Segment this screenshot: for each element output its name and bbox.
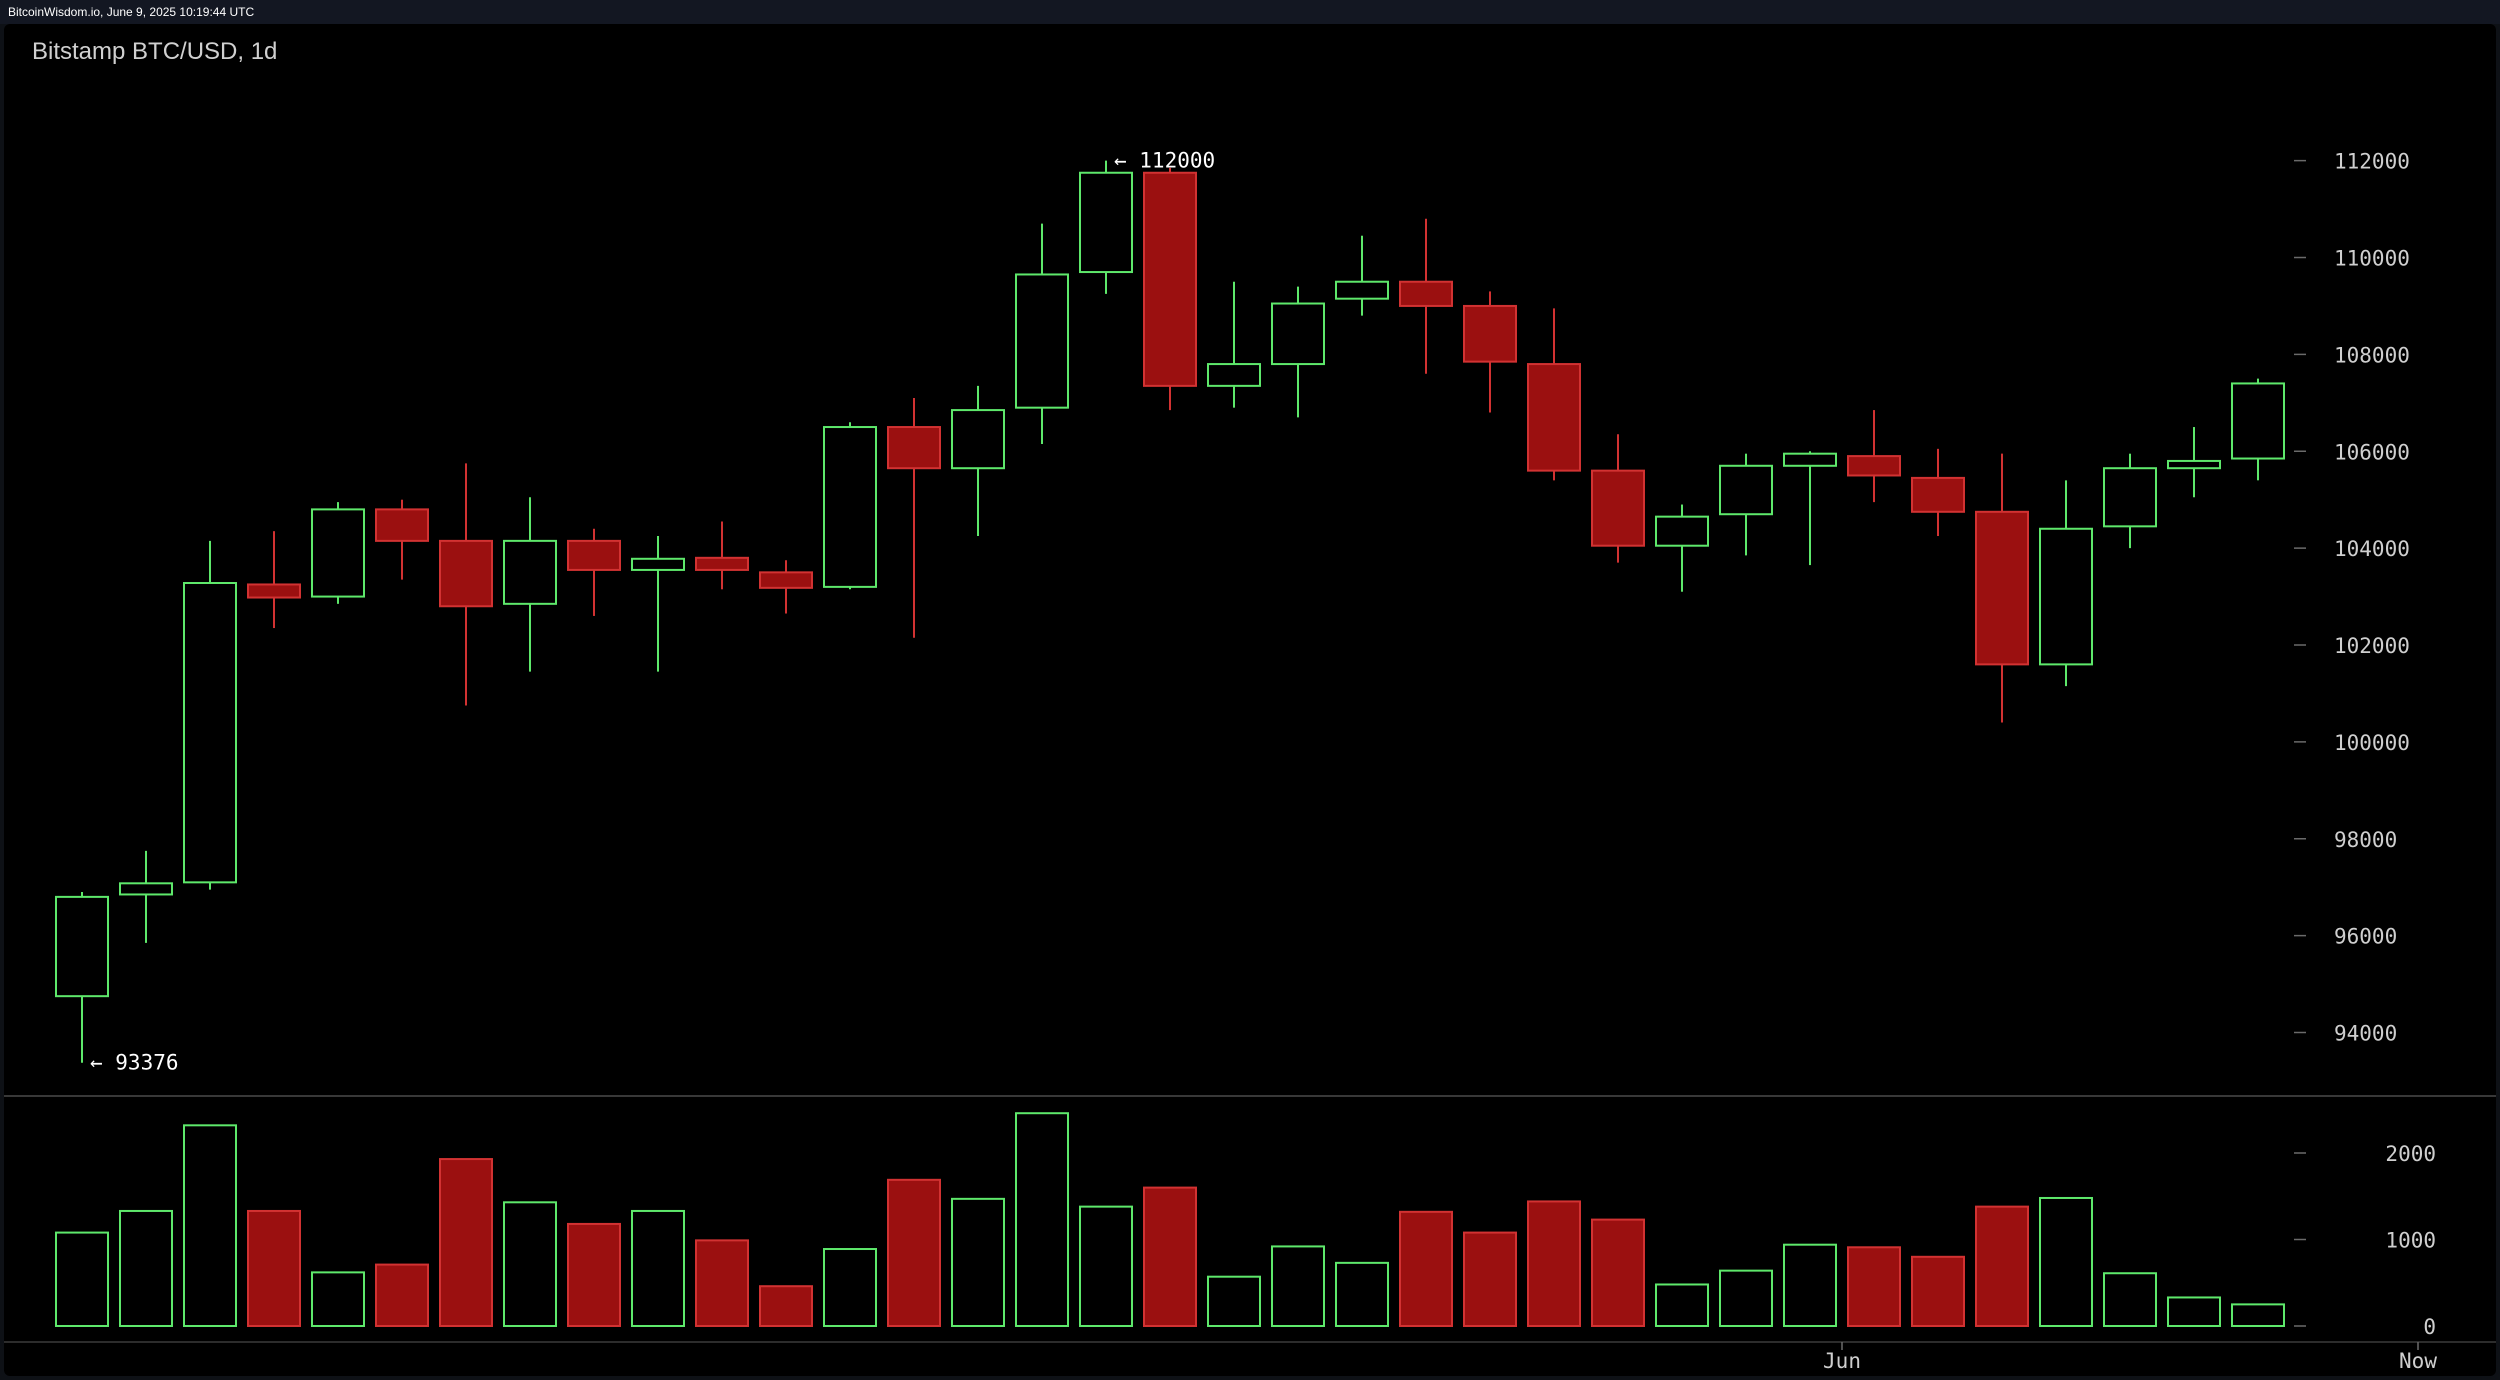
- volume-bar-up: [2231, 1303, 2285, 1327]
- candle-up: [1719, 464, 1773, 516]
- candle-down: [1463, 304, 1517, 363]
- volume-bar-down: [1591, 1218, 1645, 1327]
- candle-down: [247, 583, 301, 599]
- volume-bar-down: [375, 1263, 429, 1327]
- candle-up: [1335, 280, 1389, 300]
- candle-up: [1783, 452, 1837, 467]
- volume-bar-up: [1719, 1269, 1773, 1328]
- volume-bar-up: [1335, 1261, 1389, 1327]
- volume-bar-down: [1527, 1200, 1581, 1327]
- volume-bar-down: [439, 1158, 493, 1328]
- price-tick-label: 100000: [2334, 731, 2410, 755]
- volume-bar-down: [247, 1209, 301, 1327]
- volume-bar-up: [503, 1201, 557, 1328]
- candle-down: [759, 571, 813, 589]
- volume-bar-up: [311, 1271, 365, 1327]
- candle-up: [183, 582, 237, 884]
- candle-up: [951, 409, 1005, 470]
- volume-tick-label: 0: [2423, 1315, 2436, 1339]
- volume-bar-up: [631, 1209, 685, 1327]
- candle-down: [439, 539, 493, 608]
- chart-panel: Bitstamp BTC/USD, 1d 94000 96000 98000 1000…: [4, 24, 2496, 1376]
- candle-down: [1911, 476, 1965, 513]
- volume-bar-up: [1207, 1275, 1261, 1327]
- volume-bar-up: [1783, 1243, 1837, 1327]
- volume-bar-down: [567, 1222, 621, 1328]
- candle-down: [1975, 510, 2029, 666]
- candlestick-chart: 94000 96000 98000 100000 102000 104000 106000 1…: [4, 149, 2496, 1373]
- extreme-price-annotation: ← 112000: [1114, 149, 1215, 173]
- candle-up: [1207, 363, 1261, 387]
- volume-bar-up: [55, 1231, 109, 1327]
- volume-bar-down: [1143, 1186, 1197, 1327]
- candle-up: [1015, 273, 1069, 409]
- volume-bar-down: [1975, 1205, 2029, 1328]
- candle-up: [2231, 382, 2285, 460]
- volume-bar-up: [1015, 1112, 1069, 1327]
- volume-bar-up: [2167, 1296, 2221, 1327]
- price-tick-label: 106000: [2334, 440, 2410, 464]
- candle-up: [311, 508, 365, 598]
- price-tick-label: 102000: [2334, 634, 2410, 658]
- candle-down: [1143, 171, 1197, 387]
- volume-bar-down: [887, 1178, 941, 1327]
- candle-up: [1655, 515, 1709, 547]
- candle-down: [1527, 363, 1581, 472]
- extreme-price-annotation: ← 93376: [90, 1051, 179, 1075]
- volume-bar-up: [823, 1248, 877, 1328]
- volume-bar-down: [1911, 1255, 1965, 1328]
- candle-down: [375, 508, 429, 542]
- volume-bar-up: [1655, 1283, 1709, 1327]
- volume-bar-up: [2039, 1196, 2093, 1327]
- volume-bar-down: [695, 1239, 749, 1327]
- candle-down: [695, 556, 749, 571]
- candle-up: [823, 426, 877, 588]
- chart-title: Bitstamp BTC/USD, 1d: [32, 38, 278, 65]
- candle-down: [567, 539, 621, 571]
- volume-bar-up: [183, 1124, 237, 1327]
- candle-up: [503, 539, 557, 605]
- price-tick-label: 108000: [2334, 343, 2410, 367]
- candle-down: [1591, 469, 1645, 547]
- price-tick-label: 98000: [2334, 828, 2397, 852]
- time-tick-label: Jun: [1823, 1349, 1861, 1373]
- top-bar: BitcoinWisdom.io, June 9, 2025 10:19:44 …: [0, 0, 2500, 24]
- volume-bar-up: [1079, 1205, 1133, 1328]
- candle-down: [887, 426, 941, 470]
- price-tick-label: 110000: [2334, 247, 2410, 271]
- volume-bar-down: [1463, 1231, 1517, 1327]
- volume-bar-up: [951, 1197, 1005, 1327]
- candle-up: [1271, 302, 1325, 366]
- volume-bar-down: [1847, 1246, 1901, 1328]
- volume-tick-label: 2000: [2385, 1142, 2436, 1166]
- candle-up: [119, 882, 173, 896]
- candle-up: [2039, 527, 2093, 666]
- candle-up: [1079, 171, 1133, 274]
- candle-up: [2167, 459, 2221, 470]
- source-timestamp: BitcoinWisdom.io, June 9, 2025 10:19:44 …: [8, 5, 255, 19]
- volume-bar-up: [119, 1209, 173, 1327]
- volume-bar-up: [2103, 1272, 2157, 1327]
- candle-up: [55, 895, 109, 998]
- candle-down: [1399, 280, 1453, 307]
- price-tick-label: 96000: [2334, 925, 2397, 949]
- volume-bar-down: [759, 1285, 813, 1327]
- candle-up: [2103, 467, 2157, 528]
- volume-tick-label: 1000: [2385, 1229, 2436, 1253]
- price-tick-label: 94000: [2334, 1022, 2397, 1046]
- price-tick-label: 104000: [2334, 537, 2410, 561]
- volume-bar-down: [1399, 1210, 1453, 1327]
- candle-up: [631, 557, 685, 571]
- time-tick-label: Now: [2399, 1349, 2437, 1373]
- price-tick-label: 112000: [2334, 150, 2410, 174]
- volume-bar-up: [1271, 1245, 1325, 1328]
- candle-down: [1847, 455, 1901, 477]
